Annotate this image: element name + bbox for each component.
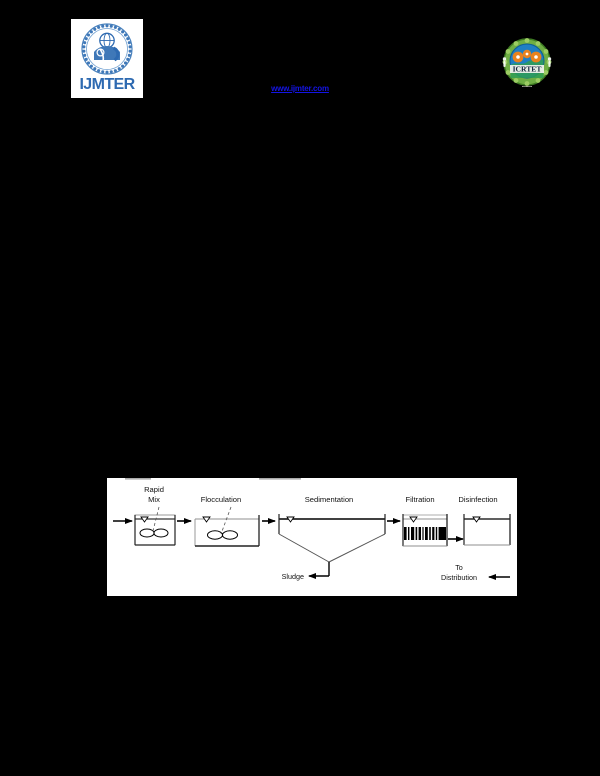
flocculation-basin bbox=[194, 506, 260, 547]
water-level-marker-icon bbox=[140, 516, 149, 523]
water-level-marker-icon bbox=[202, 516, 211, 523]
icrtet-wordmark: ICRTET bbox=[513, 65, 542, 74]
output-label-to-distribution-line2: Distribution bbox=[441, 573, 477, 582]
process-flow-svg: Rapid Mix Flocculation Sedimentation Fil… bbox=[113, 478, 511, 582]
water-level-marker-icon bbox=[286, 516, 295, 523]
leader-line bbox=[152, 506, 160, 532]
ijmter-logo: IJMTER bbox=[71, 19, 143, 98]
clipped-text-remnant bbox=[125, 478, 301, 480]
mixer-paddle-icon bbox=[207, 530, 223, 540]
disinfection-tank bbox=[463, 514, 511, 546]
leader-line bbox=[220, 506, 232, 535]
stage-label-rapid-mix-line1: Rapid bbox=[144, 485, 164, 494]
filtration-unit bbox=[402, 514, 448, 547]
mixer-paddle-icon bbox=[153, 528, 169, 538]
page-header: IJMTER www.ijmter.com bbox=[0, 0, 600, 110]
mixer-paddle-icon bbox=[222, 530, 238, 540]
rapid-mix-tank bbox=[134, 506, 176, 546]
stage-label-rapid-mix-line2: Mix bbox=[148, 495, 160, 504]
output-label-to-distribution-line1: To bbox=[455, 563, 463, 572]
ijmter-wordmark: IJMTER bbox=[79, 76, 135, 93]
icrtet-logo: ICRTET •••••••• bbox=[496, 32, 558, 94]
water-treatment-process-diagram: Rapid Mix Flocculation Sedimentation Fil… bbox=[107, 478, 517, 596]
water-level-marker-icon bbox=[409, 516, 418, 523]
stage-label-filtration: Filtration bbox=[405, 495, 434, 504]
journal-website-link[interactable]: www.ijmter.com bbox=[271, 84, 329, 93]
sedimentation-basin bbox=[278, 514, 386, 579]
ijmter-emblem-icon bbox=[80, 22, 134, 76]
stage-label-flocculation: Flocculation bbox=[201, 495, 242, 504]
stage-label-disinfection: Disinfection bbox=[458, 495, 497, 504]
water-level-marker-icon bbox=[472, 516, 481, 523]
output-label-sludge: Sludge bbox=[282, 572, 304, 581]
filter-media-hatching bbox=[404, 527, 446, 540]
stage-label-sedimentation: Sedimentation bbox=[305, 495, 354, 504]
svg-text:••••••••: •••••••• bbox=[522, 85, 533, 89]
